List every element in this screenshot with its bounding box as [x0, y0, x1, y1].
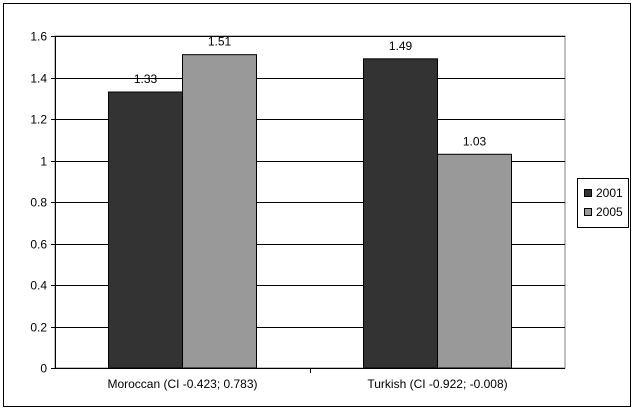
legend-label-2005: 2005: [596, 205, 623, 219]
bar-2005-moroccan: [182, 54, 257, 369]
y-tick-label: 1.6: [30, 30, 47, 44]
legend-item-2001: 2001: [584, 186, 623, 200]
y-tick-label: 0: [40, 362, 47, 376]
data-label: 1.33: [134, 72, 158, 86]
x-category-label: Turkish (CI -0.922; -0.008): [367, 377, 507, 391]
legend-label-2001: 2001: [596, 186, 623, 200]
y-tick-label: 1.4: [30, 72, 47, 86]
data-label: 1.49: [389, 39, 413, 53]
y-tick-label: 1: [40, 155, 47, 169]
legend-swatch-2005: [584, 208, 592, 216]
bar-2001-turkish: [363, 58, 438, 369]
y-tick-label: 1.2: [30, 113, 47, 127]
data-label: 1.51: [208, 35, 232, 49]
legend-item-2005: 2005: [584, 205, 623, 219]
y-tick-label: 0.8: [30, 196, 47, 210]
data-label: 1.03: [463, 134, 487, 148]
x-category-label: Moroccan (CI -0.423; 0.783): [107, 377, 257, 391]
legend: 2001 2005: [577, 178, 629, 228]
legend-swatch-2001: [584, 189, 592, 197]
bar-2001-moroccan: [108, 91, 183, 369]
y-tick-label: 0.2: [30, 321, 47, 335]
bar-2005-turkish: [437, 153, 512, 369]
y-tick-label: 0.6: [30, 238, 47, 252]
y-tick-label: 0.4: [30, 279, 47, 293]
